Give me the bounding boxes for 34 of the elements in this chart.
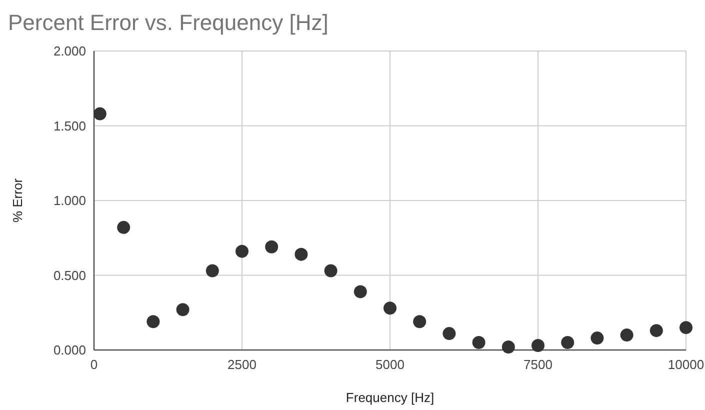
- point: [413, 315, 426, 328]
- point: [442, 327, 456, 340]
- point: [354, 285, 367, 298]
- point: [384, 302, 396, 315]
- y-tick-label: 0.000: [53, 342, 86, 358]
- point: [236, 244, 248, 258]
- x-tick-label: 7500: [524, 357, 552, 372]
- point: [590, 332, 604, 345]
- point: [472, 336, 486, 350]
- x-axis-title: Frequency [Hz]: [346, 390, 434, 405]
- point: [561, 336, 574, 350]
- y-tick-label: 2.000: [53, 44, 86, 59]
- point: [93, 107, 106, 120]
- y-tick-label: 1.000: [53, 193, 86, 208]
- point: [620, 328, 634, 342]
- y-tick-label: 1.500: [53, 118, 86, 134]
- point: [176, 303, 190, 316]
- point: [146, 315, 160, 328]
- y-axis-title: % Error: [10, 178, 25, 223]
- x-tick-label: 2500: [228, 357, 256, 372]
- point: [680, 321, 692, 334]
- point: [650, 324, 663, 338]
- point: [502, 340, 515, 354]
- point: [117, 220, 130, 234]
- point: [265, 240, 278, 254]
- y-tick-label: 0.500: [53, 268, 86, 283]
- x-tick-label: 0: [90, 357, 98, 372]
- point: [294, 248, 308, 261]
- x-tick-label: 10000: [668, 357, 704, 372]
- point: [206, 264, 219, 278]
- chart-title: Percent Error vs. Frequency [Hz]: [8, 10, 328, 35]
- point: [324, 264, 338, 278]
- x-tick-label: 5000: [376, 357, 404, 372]
- point: [532, 339, 544, 352]
